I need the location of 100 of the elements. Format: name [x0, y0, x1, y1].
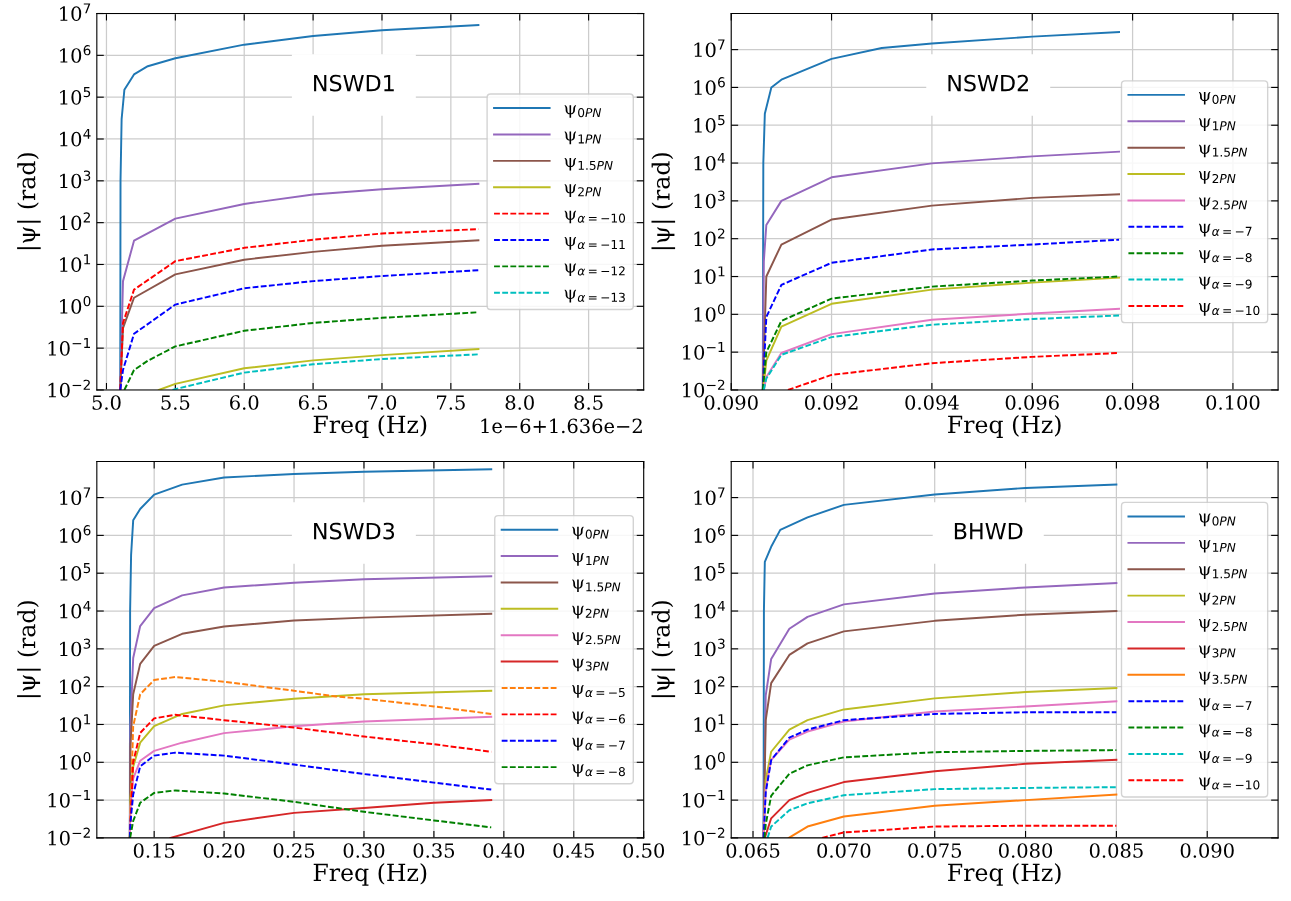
x-tick-label: 0.15	[133, 843, 175, 858]
legend-label: ψ$_{α=−8}$	[1198, 250, 1252, 263]
x-tick-label: 0.45	[553, 843, 594, 858]
y-tick-label: 10$^{7}$	[694, 39, 725, 58]
legend-label: ψ$_{α=−9}$	[1198, 751, 1252, 764]
x-tick-label: 5.5	[161, 395, 190, 410]
y-tick-label: 10$^{6}$	[694, 525, 725, 543]
y-tick-label: 10$^{2}$	[60, 212, 90, 231]
y-tick-label: 10$^{0}$	[60, 296, 91, 314]
x-tick-label: 0.096	[1005, 395, 1059, 410]
y-tick-label: 10$^{4}$	[60, 128, 91, 147]
legend-label: ψ$_{2PN}$	[1198, 171, 1236, 184]
y-tick-label: 10$^{1}$	[694, 266, 725, 285]
x-tick-label: 7.5	[437, 395, 465, 410]
y-tick-label: 10$^{3}$	[694, 190, 725, 209]
x-tick-label: 8.0	[505, 395, 534, 410]
annotation: NSWD2	[948, 74, 1028, 92]
legend-label: ψ$_{2PN}$	[564, 184, 602, 197]
legend-label: ψ$_{α=−7}$	[572, 737, 625, 751]
x-tick-label: 0.100	[1206, 395, 1260, 410]
y-tick-label: 10$^{1}$	[694, 714, 725, 733]
x-tick-label: 8.5	[574, 395, 603, 410]
legend-label: ψ$_{1.5PN}$	[572, 579, 621, 593]
y-tick-label: 10$^{7}$	[60, 3, 91, 22]
y-tick-label: 10$^{−2}$	[683, 827, 725, 846]
legend-label: ψ$_{3PN}$	[572, 658, 609, 672]
y-tick-label: 10$^{5}$	[694, 563, 725, 581]
x-tick-label: 0.080	[998, 843, 1053, 858]
x-tick-label: 0.40	[483, 843, 525, 858]
line-series	[787, 793, 1118, 838]
legend-label: ψ$_{0PN}$	[1198, 513, 1236, 527]
line-series	[157, 348, 480, 390]
legend-label: ψ$_{α=−7}$	[1198, 223, 1252, 237]
y-tick-label: 10$^{3}$	[694, 638, 725, 657]
x-tick-label: 0.35	[413, 843, 455, 858]
x-tick-label: 6.0	[230, 395, 259, 410]
legend-label: ψ$_{0PN}$	[1198, 91, 1236, 105]
y-tick-label: 10$^{5}$	[60, 87, 91, 105]
y-tick-label: 10$^{−1}$	[48, 338, 91, 356]
y-tick-label: 10$^{0}$	[694, 304, 725, 322]
legend-label: ψ$_{1.5PN}$	[1198, 144, 1248, 158]
legend-label: ψ$_{α=−8}$	[572, 764, 625, 777]
y-tick-label: 10$^{−1}$	[683, 790, 725, 808]
legend-label: ψ$_{α=−13}$	[564, 289, 625, 303]
y-tick-label: 10$^{4}$	[694, 152, 725, 171]
legend-label: ψ$_{α=−6}$	[572, 711, 625, 725]
y-tick-label: 10$^{0}$	[694, 751, 725, 770]
text: 1e−6+1.636e−2	[481, 418, 642, 434]
y-axis-title: |ψ| (rad)	[17, 153, 41, 250]
legend-label: ψ$_{α=−11}$	[564, 237, 625, 250]
x-tick-label: 0.085	[1089, 843, 1143, 858]
x-tick-label: 6.5	[298, 395, 328, 410]
y-tick-label: 10$^{3}$	[60, 170, 91, 189]
x-tick-label: 0.50	[623, 843, 665, 858]
y-tick-label: 10$^{7}$	[694, 487, 725, 506]
line-series	[821, 824, 1118, 838]
x-tick-label: 0.098	[1106, 395, 1160, 410]
legend-label: ψ$_{α=−8}$	[1198, 724, 1252, 738]
y-tick-label: 10$^{5}$	[694, 115, 725, 133]
x-tick-label: 5.0	[92, 395, 121, 410]
y-tick-label: 10$^{4}$	[60, 600, 91, 619]
legend-label: ψ$_{0PN}$	[572, 526, 609, 540]
annotation: BHWD	[954, 522, 1023, 540]
x-axis-title: Freq (Hz)	[948, 863, 1061, 886]
y-tick-label: 10$^{−2}$	[48, 827, 90, 846]
x-tick-label: 0.30	[343, 843, 385, 858]
line-series	[766, 786, 1118, 838]
y-tick-label: 10$^{7}$	[60, 487, 91, 506]
annotation: NSWD1	[314, 74, 394, 92]
x-tick-label: 0.075	[908, 843, 962, 858]
y-tick-label: 10$^{6}$	[60, 45, 91, 63]
line-series	[119, 269, 480, 390]
line-series	[171, 353, 480, 390]
y-axis-title: |ψ| (rad)	[17, 601, 41, 698]
legend-label: ψ$_{3.5PN}$	[1198, 671, 1248, 685]
legend-label: ψ$_{α=−5}$	[572, 685, 625, 698]
legend-label: ψ$_{1PN}$	[1198, 118, 1236, 131]
y-tick-label: 10$^{1}$	[60, 254, 91, 273]
line-series	[129, 789, 493, 838]
y-tick-label: 10$^{2}$	[60, 676, 90, 695]
x-tick-label: 0.25	[273, 843, 315, 858]
x-tick-label: 0.094	[905, 395, 959, 410]
x-tick-label: 7.0	[368, 395, 397, 410]
legend-label: ψ$_{3PN}$	[1198, 645, 1236, 659]
y-tick-label: 10$^{4}$	[694, 600, 725, 619]
y-tick-label: 10$^{−1}$	[683, 342, 725, 360]
x-tick-label: 0.070	[817, 843, 871, 858]
x-axis-title: Freq (Hz)	[948, 415, 1061, 438]
legend-label: ψ$_{2.5PN}$	[1198, 197, 1248, 211]
legend-label: ψ$_{0PN}$	[564, 105, 602, 118]
y-tick-label: 10$^{0}$	[60, 751, 91, 770]
legend-label: ψ$_{α=−10}$	[564, 210, 626, 224]
y-tick-label: 10$^{1}$	[60, 714, 91, 733]
legend-label: ψ$_{1.5PN}$	[564, 157, 613, 171]
legend-label: ψ$_{α=−10}$	[1198, 777, 1260, 791]
legend-label: ψ$_{1PN}$	[564, 131, 602, 145]
y-tick-label: 10$^{−2}$	[48, 379, 90, 398]
x-tick-label: 0.065	[726, 843, 780, 858]
line-series	[169, 799, 493, 838]
y-tick-label: 10$^{2}$	[694, 228, 725, 247]
